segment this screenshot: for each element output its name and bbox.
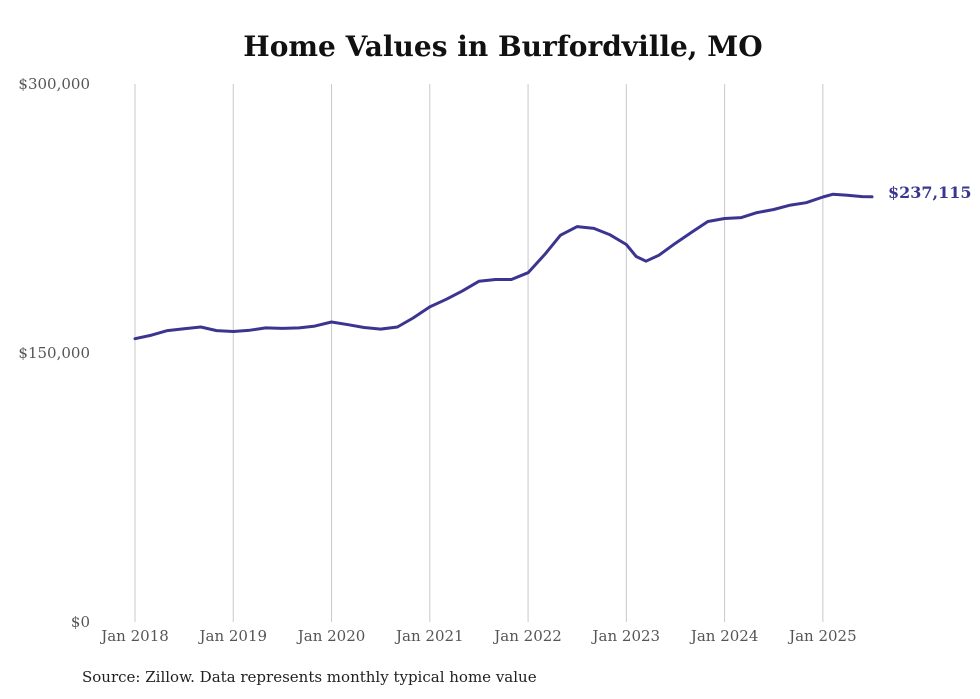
x-tick-label: Jan 2018 (99, 627, 169, 645)
x-tick-label: Jan 2025 (787, 627, 857, 645)
x-tick-label: Jan 2022 (492, 627, 562, 645)
x-tick-label: Jan 2019 (197, 627, 267, 645)
x-tick-label: Jan 2021 (394, 627, 464, 645)
chart-title: Home Values in Burfordville, MO (243, 30, 763, 63)
home-value-line (133, 192, 874, 341)
source-note: Source: Zillow. Data represents monthly … (82, 668, 537, 686)
y-tick-label: $0 (71, 613, 90, 631)
x-tick-label: Jan 2024 (689, 627, 759, 645)
x-tick-label: Jan 2023 (591, 627, 661, 645)
end-value-label: $237,115 (888, 183, 972, 202)
x-tick-label: Jan 2020 (296, 627, 366, 645)
y-tick-label: $150,000 (18, 344, 90, 362)
y-tick-label: $300,000 (18, 75, 90, 93)
